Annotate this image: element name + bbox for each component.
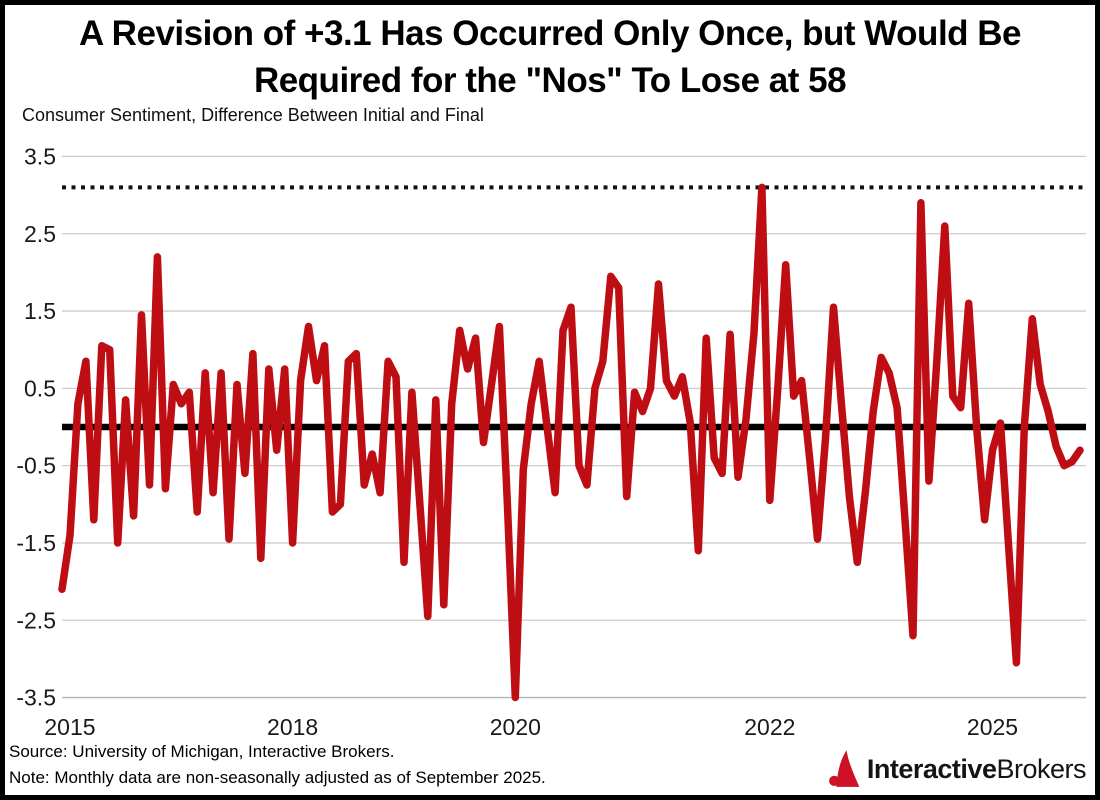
sentiment-difference-line bbox=[58, 183, 1084, 702]
y-tick-label: -0.5 bbox=[16, 453, 56, 479]
x-tick-label: 2020 bbox=[490, 714, 541, 740]
y-tick-label: -1.5 bbox=[16, 530, 56, 556]
x-tick-label: 2022 bbox=[744, 714, 795, 740]
x-tick-label: 2015 bbox=[44, 714, 95, 740]
y-tick-label: 1.5 bbox=[24, 298, 56, 324]
page-title: A Revision of +3.1 Has Occurred Only Onc… bbox=[0, 10, 1100, 104]
x-tick-label: 2025 bbox=[967, 714, 1018, 740]
y-tick-label: -2.5 bbox=[16, 607, 56, 633]
interactive-brokers-mark-icon bbox=[829, 750, 860, 787]
logo-text-bold: Interactive bbox=[866, 753, 997, 784]
footer: Source: University of Michigan, Interact… bbox=[9, 739, 546, 791]
x-tick-label: 2018 bbox=[267, 714, 318, 740]
logo-text: InteractiveBrokers bbox=[866, 753, 1087, 785]
source-note: Source: University of Michigan, Interact… bbox=[9, 742, 395, 761]
logo-text-regular: Brokers bbox=[996, 753, 1086, 784]
y-tick-label: -3.5 bbox=[16, 685, 56, 711]
y-tick-label: 3.5 bbox=[24, 143, 56, 169]
page-title-line2: Required for the "Nos" To Lose at 58 bbox=[253, 61, 847, 100]
y-tick-label: 0.5 bbox=[24, 375, 56, 401]
y-tick-label: 2.5 bbox=[24, 221, 56, 247]
data-note: Note: Monthly data are non-seasonally ad… bbox=[9, 768, 546, 787]
interactive-brokers-logo: InteractiveBrokers bbox=[827, 749, 1086, 789]
page-title-line1: A Revision of +3.1 Has Occurred Only Onc… bbox=[78, 14, 1022, 53]
chart-subtitle: Consumer Sentiment, Difference Between I… bbox=[22, 105, 484, 125]
